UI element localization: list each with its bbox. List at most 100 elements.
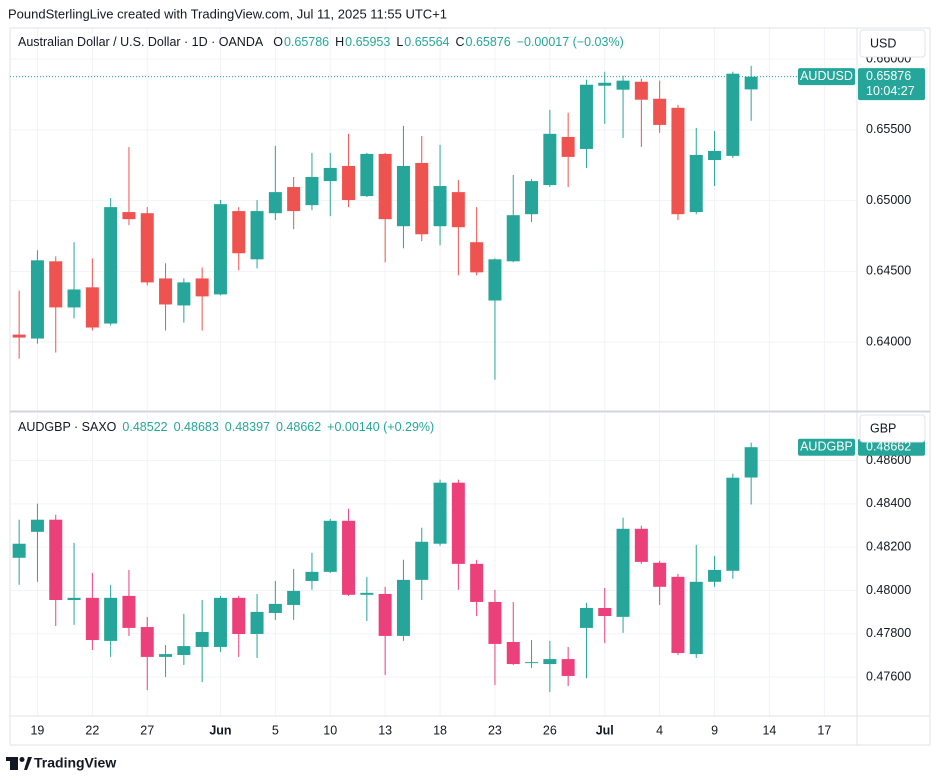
- ohlc-letter: O: [273, 35, 283, 49]
- x-tick-label: 4: [656, 723, 663, 737]
- candle-body: [342, 165, 356, 201]
- candle-body: [451, 482, 465, 564]
- candle-body: [30, 519, 44, 532]
- symbol-tag-label: AUDUSD: [800, 69, 853, 83]
- tradingview-logo: TradingView: [6, 755, 116, 771]
- frame: [9, 27, 931, 746]
- candle-body: [744, 447, 758, 478]
- series-legend: Australian Dollar / U.S. Dollar · 1D · O…: [18, 35, 624, 49]
- change-value: +0.00140 (+0.29%): [327, 420, 434, 434]
- candle-body: [287, 590, 301, 605]
- candle-body: [726, 73, 740, 156]
- x-tick-label: Jul: [596, 723, 614, 737]
- candle-body: [616, 80, 630, 90]
- candle-body: [67, 597, 81, 600]
- price-tag: [858, 438, 925, 456]
- candle-body: [708, 569, 722, 582]
- candle-body: [506, 641, 520, 665]
- y-tick-label: 0.65500: [866, 122, 911, 136]
- candle-body: [488, 259, 502, 301]
- candle-body: [671, 107, 685, 215]
- candle-body: [726, 477, 740, 571]
- candle-body: [232, 597, 246, 634]
- candle-body: [634, 81, 648, 100]
- candle-body: [232, 211, 246, 254]
- ohlc-value: 0.65786: [284, 35, 329, 49]
- candle-body: [305, 176, 319, 206]
- x-tick-label: Jun: [209, 723, 231, 737]
- candle-body: [579, 84, 593, 149]
- candle-body: [323, 167, 337, 182]
- candle-body: [250, 211, 264, 260]
- x-tick-label: 9: [711, 723, 718, 737]
- candle-body: [12, 334, 26, 338]
- candle-body: [140, 627, 154, 657]
- candle-body: [323, 520, 337, 572]
- y-tick-label: 0.47800: [866, 626, 911, 640]
- candle-body: [104, 597, 118, 641]
- candle-body: [671, 576, 685, 654]
- x-tick-label: 19: [30, 723, 44, 737]
- candle-body: [159, 278, 173, 305]
- footer-brand: TradingView: [34, 755, 116, 771]
- candle-body: [561, 659, 575, 676]
- candle-body: [470, 563, 484, 602]
- candle-body: [378, 153, 392, 220]
- ohlc-value: 0.48522: [122, 420, 167, 434]
- candle-body: [616, 528, 630, 617]
- x-tick-label: 27: [140, 723, 154, 737]
- candle-body: [268, 192, 282, 214]
- ohlc-letter: C: [455, 35, 464, 49]
- candle-body: [12, 543, 26, 558]
- symbol-tag-label: AUDGBP: [800, 439, 853, 453]
- candle-body: [67, 289, 81, 308]
- x-tick-label: 10: [323, 723, 337, 737]
- candle-body: [653, 98, 667, 125]
- y-tick-label: 0.48600: [866, 453, 911, 467]
- candle-body: [451, 192, 465, 228]
- x-tick-label: 13: [378, 723, 392, 737]
- candle-body: [195, 632, 209, 647]
- candle-body: [433, 186, 447, 227]
- candle-body: [598, 82, 612, 86]
- candle-body: [360, 153, 374, 197]
- candle-body: [140, 213, 154, 283]
- candle-body: [213, 597, 227, 647]
- x-tick-label: 23: [488, 723, 502, 737]
- ohlc-letter: H: [335, 35, 344, 49]
- candle-body: [396, 579, 410, 636]
- y-tick-label: 0.48400: [866, 496, 911, 510]
- ohlc-value: 0.48662: [276, 420, 321, 434]
- candle-body: [49, 519, 63, 600]
- x-tick-label: 17: [817, 723, 831, 737]
- candle-body: [250, 611, 264, 634]
- y-tick-label: 0.47600: [866, 669, 911, 683]
- snapshot-header: PoundSterlingLive created with TradingVi…: [8, 6, 447, 21]
- candles-layer: [12, 65, 758, 692]
- candle-body: [415, 541, 429, 580]
- candle-body: [470, 242, 484, 273]
- candle-body: [634, 528, 648, 562]
- y-tick-label: 0.64000: [866, 334, 911, 348]
- candle-body: [378, 593, 392, 636]
- y-tick-label: 0.65000: [866, 193, 911, 207]
- symbol-tag: [798, 438, 855, 456]
- logo-shape: [10, 757, 18, 770]
- candle-body: [543, 133, 557, 186]
- candle-body: [433, 482, 447, 544]
- candle-body: [525, 181, 539, 215]
- candle-body: [360, 592, 374, 595]
- change-value: −0.00017 (−0.03%): [517, 35, 624, 49]
- candle-body: [213, 204, 227, 295]
- currency-box: [859, 29, 926, 58]
- candle-body: [342, 520, 356, 595]
- candle-body: [195, 278, 209, 297]
- candle-body: [122, 595, 136, 628]
- price-tag-label: 0.65876: [866, 69, 911, 83]
- candle-body: [506, 215, 520, 262]
- y-tick-label: 0.48200: [866, 539, 911, 553]
- series-title: Australian Dollar / U.S. Dollar · 1D · O…: [18, 35, 264, 49]
- ohlc-letter: L: [396, 35, 403, 49]
- price-tag: [858, 68, 925, 101]
- logo-shape: [6, 757, 18, 761]
